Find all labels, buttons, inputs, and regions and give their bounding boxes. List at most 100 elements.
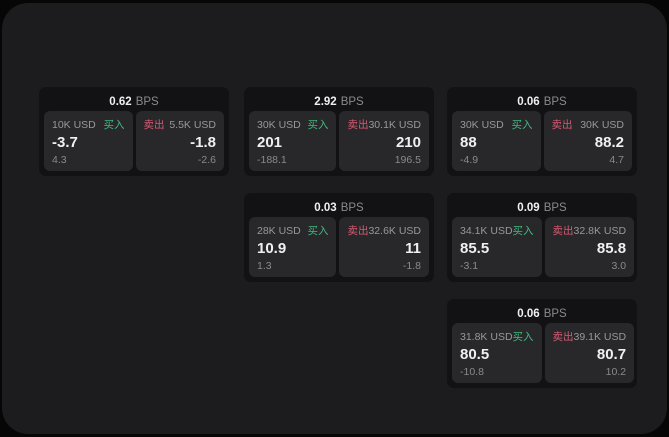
sell-tile-top: 卖出 5.5K USD	[144, 117, 217, 132]
bps-unit: BPS	[543, 307, 567, 320]
buy-amount: 31.8K USD	[460, 330, 513, 343]
buy-amount: 28K USD	[257, 224, 301, 237]
quote-tiles: 30K USD 买入 201 -188.1 卖出 30.1K USD 210 1…	[249, 111, 429, 171]
buy-sub-value: -3.1	[460, 260, 479, 272]
bps-unit: BPS	[135, 95, 159, 108]
sell-price: 88.2	[594, 134, 624, 151]
sell-price: 85.8	[596, 240, 627, 257]
bps-unit: BPS	[340, 95, 364, 108]
buy-price: 10.9	[257, 240, 287, 257]
bps-value: 0.06	[517, 307, 540, 320]
sell-amount: 5.5K USD	[169, 118, 216, 131]
sell-sub-value: 10.2	[605, 366, 627, 378]
buy-amount: 34.1K USD	[460, 224, 513, 237]
bps-unit: BPS	[340, 201, 364, 214]
main-panel: 0.62 BPS 10K USD 买入 -3.7 4.3 卖出 5.5K USD…	[2, 3, 667, 434]
buy-label: 买入	[512, 225, 534, 237]
sell-sub-value: -1.8	[402, 260, 421, 272]
buy-sub-value: -4.9	[460, 154, 479, 166]
sell-amount: 32.8K USD	[573, 224, 627, 237]
bps-value: 0.62	[109, 95, 132, 108]
buy-tile-top: 30K USD 买入	[257, 117, 328, 132]
quote-tiles: 28K USD 买入 10.9 1.3 卖出 32.6K USD 11 -1.8	[249, 217, 429, 277]
sell-label: 卖出	[347, 119, 369, 131]
bps-header: 0.03 BPS	[249, 198, 429, 217]
sell-tile-top: 卖出 32.6K USD	[347, 223, 421, 238]
buy-label: 买入	[103, 119, 125, 131]
bps-header: 0.06 BPS	[452, 304, 632, 323]
bps-header: 0.09 BPS	[452, 198, 632, 217]
buy-price: 85.5	[460, 240, 490, 257]
buy-tile-top: 30K USD 买入	[460, 117, 533, 132]
buy-tile[interactable]: 30K USD 买入 88 -4.9	[452, 111, 541, 171]
bps-header: 0.06 BPS	[452, 92, 632, 111]
quote-tiles: 31.8K USD 买入 80.5 -10.8 卖出 39.1K USD 80.…	[452, 323, 635, 383]
buy-tile[interactable]: 10K USD 买入 -3.7 4.3	[44, 111, 133, 171]
buy-tile-top: 10K USD 买入	[52, 117, 125, 132]
quote-card-1: 0.62 BPS 10K USD 买入 -3.7 4.3 卖出 5.5K USD…	[39, 87, 229, 176]
buy-tile[interactable]: 31.8K USD 买入 80.5 -10.8	[452, 323, 542, 383]
sell-tile[interactable]: 卖出 30K USD 88.2 4.7	[543, 111, 632, 171]
bps-unit: BPS	[543, 95, 567, 108]
quote-card-2: 2.92 BPS 30K USD 买入 201 -188.1 卖出 30.1K …	[244, 87, 434, 176]
bps-unit: BPS	[543, 201, 567, 214]
sell-label: 卖出	[552, 331, 574, 343]
sell-sub-value: 196.5	[394, 154, 421, 166]
buy-label: 买入	[511, 119, 533, 131]
sell-label: 卖出	[552, 225, 574, 237]
buy-tile-top: 31.8K USD 买入	[460, 329, 534, 344]
sell-amount: 30K USD	[580, 118, 624, 131]
sell-price: -1.8	[190, 134, 216, 151]
buy-sub-value: 1.3	[257, 260, 272, 272]
buy-tile-top: 34.1K USD 买入	[460, 223, 534, 238]
sell-label: 卖出	[551, 119, 573, 131]
buy-tile[interactable]: 30K USD 买入 201 -188.1	[249, 111, 337, 171]
sell-label: 卖出	[143, 119, 165, 131]
sell-sub-value: 3.0	[611, 260, 627, 272]
sell-tile[interactable]: 卖出 32.8K USD 85.8 3.0	[544, 217, 635, 277]
sell-tile[interactable]: 卖出 30.1K USD 210 196.5	[339, 111, 429, 171]
buy-price: 201	[257, 134, 283, 151]
sell-price: 11	[405, 240, 421, 257]
buy-price: -3.7	[52, 134, 78, 151]
sell-price: 80.7	[596, 346, 627, 363]
sell-tile-top: 卖出 39.1K USD	[553, 329, 627, 344]
buy-label: 买入	[307, 225, 329, 237]
quote-tiles: 30K USD 买入 88 -4.9 卖出 30K USD 88.2 4.7	[452, 111, 632, 171]
sell-tile-top: 卖出 32.8K USD	[553, 223, 627, 238]
sell-sub-value: -2.6	[197, 154, 216, 166]
quote-tiles: 10K USD 买入 -3.7 4.3 卖出 5.5K USD -1.8 -2.…	[44, 111, 224, 171]
buy-label: 买入	[512, 331, 534, 343]
buy-label: 买入	[307, 119, 329, 131]
sell-amount: 39.1K USD	[573, 330, 627, 343]
quote-card-4: 0.03 BPS 28K USD 买入 10.9 1.3 卖出 32.6K US…	[244, 193, 434, 282]
buy-sub-value: -188.1	[257, 154, 287, 166]
quote-card-3: 0.06 BPS 30K USD 买入 88 -4.9 卖出 30K USD 8…	[447, 87, 637, 176]
buy-tile[interactable]: 34.1K USD 买入 85.5 -3.1	[452, 217, 542, 277]
bps-value: 0.09	[517, 201, 540, 214]
quote-tiles: 34.1K USD 买入 85.5 -3.1 卖出 32.8K USD 85.8…	[452, 217, 635, 277]
bps-header: 2.92 BPS	[249, 92, 429, 111]
sell-tile-top: 卖出 30K USD	[552, 117, 625, 132]
bps-value: 2.92	[314, 95, 337, 108]
quote-card-5: 0.09 BPS 34.1K USD 买入 85.5 -3.1 卖出 32.8K…	[447, 193, 637, 282]
buy-sub-value: -10.8	[460, 366, 484, 378]
sell-tile[interactable]: 卖出 32.6K USD 11 -1.8	[339, 217, 429, 277]
bps-value: 0.06	[517, 95, 540, 108]
sell-tile-top: 卖出 30.1K USD	[347, 117, 421, 132]
sell-amount: 32.6K USD	[368, 224, 421, 237]
buy-price: 88	[460, 134, 477, 151]
sell-tile[interactable]: 卖出 5.5K USD -1.8 -2.6	[135, 111, 224, 171]
buy-tile[interactable]: 28K USD 买入 10.9 1.3	[249, 217, 337, 277]
sell-sub-value: 4.7	[609, 154, 624, 166]
buy-price: 80.5	[460, 346, 490, 363]
bps-value: 0.03	[314, 201, 337, 214]
quote-card-6: 0.06 BPS 31.8K USD 买入 80.5 -10.8 卖出 39.1…	[447, 299, 637, 388]
sell-tile[interactable]: 卖出 39.1K USD 80.7 10.2	[544, 323, 635, 383]
buy-amount: 10K USD	[52, 118, 96, 131]
buy-sub-value: 4.3	[52, 154, 67, 166]
buy-amount: 30K USD	[460, 118, 504, 131]
buy-amount: 30K USD	[257, 118, 301, 131]
sell-price: 210	[395, 134, 421, 151]
buy-tile-top: 28K USD 买入	[257, 223, 328, 238]
